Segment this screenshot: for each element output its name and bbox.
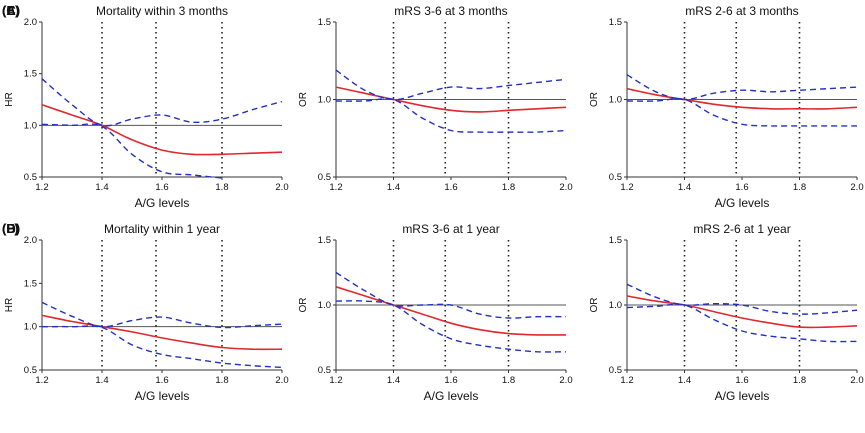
- x-tick-label: 1.6: [735, 375, 748, 386]
- x-tick-label: 1.2: [620, 375, 633, 386]
- estimate-line: [626, 87, 858, 110]
- y-tick-label: 0.5: [609, 172, 622, 183]
- upper-ci-line: [41, 78, 283, 127]
- estimate-line: [335, 86, 567, 113]
- x-axis-label: A/G levels: [715, 389, 770, 403]
- estimate-line: [626, 295, 858, 329]
- y-tick-label: 1.5: [24, 278, 37, 289]
- y-tick-label: 2.0: [24, 17, 37, 28]
- y-axis-label: HR: [4, 298, 15, 312]
- chart-panel: (D) mRS 3-6 at 1 year 0.5 1.0 1.5 1.2 1.4 1.6 1.…: [2, 221, 573, 403]
- x-tick-label: 2.0: [850, 182, 863, 193]
- y-tick-label: 1.0: [318, 300, 331, 311]
- y-tick-label: 1.0: [609, 300, 622, 311]
- lower-ci-line: [41, 123, 223, 179]
- chart-title: Mortality within 3 months: [96, 4, 228, 18]
- chart-panel: (A) Mortality within 3 months 0.5 1.0 1.5 2.0…: [2, 3, 289, 210]
- upper-ci-line: [335, 271, 567, 319]
- lower-ci-line: [626, 98, 857, 127]
- panel-label: (B): [2, 221, 20, 236]
- chart-title: mRS 3-6 at 1 year: [402, 222, 499, 236]
- estimate-line: [41, 314, 283, 351]
- y-axis-label: OR: [589, 92, 600, 107]
- lower-ci-line: [335, 300, 567, 353]
- x-tick-label: 1.6: [155, 182, 168, 193]
- y-tick-label: 0.5: [609, 365, 622, 376]
- y-tick-label: 1.5: [609, 17, 622, 28]
- x-tick-label: 1.8: [502, 182, 515, 193]
- upper-ci-line: [335, 69, 567, 101]
- panel-label: (D): [2, 221, 20, 236]
- x-tick-label: 1.8: [793, 182, 806, 193]
- x-tick-label: 1.2: [329, 182, 342, 193]
- y-tick-label: 0.5: [24, 365, 37, 376]
- x-tick-label: 1.8: [793, 375, 806, 386]
- y-axis-label: HR: [4, 92, 15, 106]
- x-tick-label: 1.8: [502, 375, 515, 386]
- x-tick-label: 1.8: [215, 182, 228, 193]
- x-tick-label: 1.4: [387, 375, 400, 386]
- chart-title: Mortality within 1 year: [104, 222, 220, 236]
- x-axis-label: A/G levels: [135, 196, 190, 210]
- x-tick-label: 2.0: [559, 182, 572, 193]
- upper-ci-line: [626, 74, 858, 101]
- y-axis-label: OR: [298, 298, 309, 313]
- upper-ci-line: [626, 283, 858, 315]
- x-tick-label: 1.4: [678, 375, 691, 386]
- y-axis-label: OR: [298, 92, 309, 107]
- y-tick-label: 1.0: [24, 120, 37, 131]
- x-tick-label: 1.6: [444, 375, 457, 386]
- y-axis-label: OR: [589, 298, 600, 313]
- upper-ci-line: [41, 301, 283, 329]
- y-tick-label: 1.5: [609, 235, 622, 246]
- x-tick-label: 1.4: [95, 182, 108, 193]
- chart-panel: (C) mRS 3-6 at 3 months 0.5 1.0 1.5 1.2 1.4 1.6…: [2, 3, 573, 193]
- x-tick-label: 1.6: [155, 375, 168, 386]
- x-tick-label: 1.2: [329, 375, 342, 386]
- x-tick-label: 1.2: [620, 182, 633, 193]
- chart-panel: (F) mRS 2-6 at 1 year 0.5 1.0 1.5 1.2 1.4 1.6 1.…: [2, 221, 864, 403]
- chart-title: mRS 2-6 at 3 months: [685, 4, 798, 18]
- y-tick-label: 0.5: [24, 172, 37, 183]
- y-tick-label: 1.5: [318, 17, 331, 28]
- lower-ci-line: [335, 97, 567, 133]
- chart-panel: (E) mRS 2-6 at 3 months 0.5 1.0 1.5 1.2 1.4 1.6…: [2, 3, 864, 210]
- x-tick-label: 2.0: [275, 375, 288, 386]
- y-tick-label: 1.0: [24, 322, 37, 333]
- panel-label: (A): [2, 3, 20, 18]
- x-tick-label: 1.4: [95, 375, 108, 386]
- x-axis-label: A/G levels: [135, 389, 190, 403]
- x-tick-label: 2.0: [275, 182, 288, 193]
- chart-title: mRS 3-6 at 3 months: [394, 4, 507, 18]
- panel-label: (C): [2, 3, 20, 18]
- x-tick-label: 1.4: [678, 182, 691, 193]
- x-axis-label: A/G levels: [715, 196, 770, 210]
- x-tick-label: 1.2: [35, 375, 48, 386]
- y-tick-label: 0.5: [318, 365, 331, 376]
- y-tick-label: 1.0: [609, 95, 622, 106]
- y-tick-label: 1.5: [318, 235, 331, 246]
- lower-ci-line: [626, 303, 858, 343]
- estimate-line: [41, 103, 283, 156]
- x-tick-label: 1.2: [35, 182, 48, 193]
- panel-label: (E): [2, 3, 19, 18]
- x-tick-label: 2.0: [559, 375, 572, 386]
- x-tick-label: 1.6: [444, 182, 457, 193]
- y-tick-label: 2.0: [24, 235, 37, 246]
- lower-ci-line: [41, 325, 283, 369]
- x-tick-label: 1.6: [735, 182, 748, 193]
- x-tick-label: 1.8: [215, 375, 228, 386]
- y-tick-label: 1.0: [318, 95, 331, 106]
- y-tick-label: 1.5: [24, 69, 37, 80]
- x-tick-label: 1.4: [387, 182, 400, 193]
- x-tick-label: 2.0: [850, 375, 863, 386]
- estimate-line: [335, 286, 567, 336]
- panel-label: (F): [2, 221, 19, 236]
- x-axis-label: A/G levels: [424, 389, 479, 403]
- y-tick-label: 0.5: [318, 172, 331, 183]
- chart-title: mRS 2-6 at 1 year: [693, 222, 790, 236]
- chart-panel: (B) Mortality within 1 year 0.5 1.0 1.5 2.0 1.…: [2, 221, 289, 403]
